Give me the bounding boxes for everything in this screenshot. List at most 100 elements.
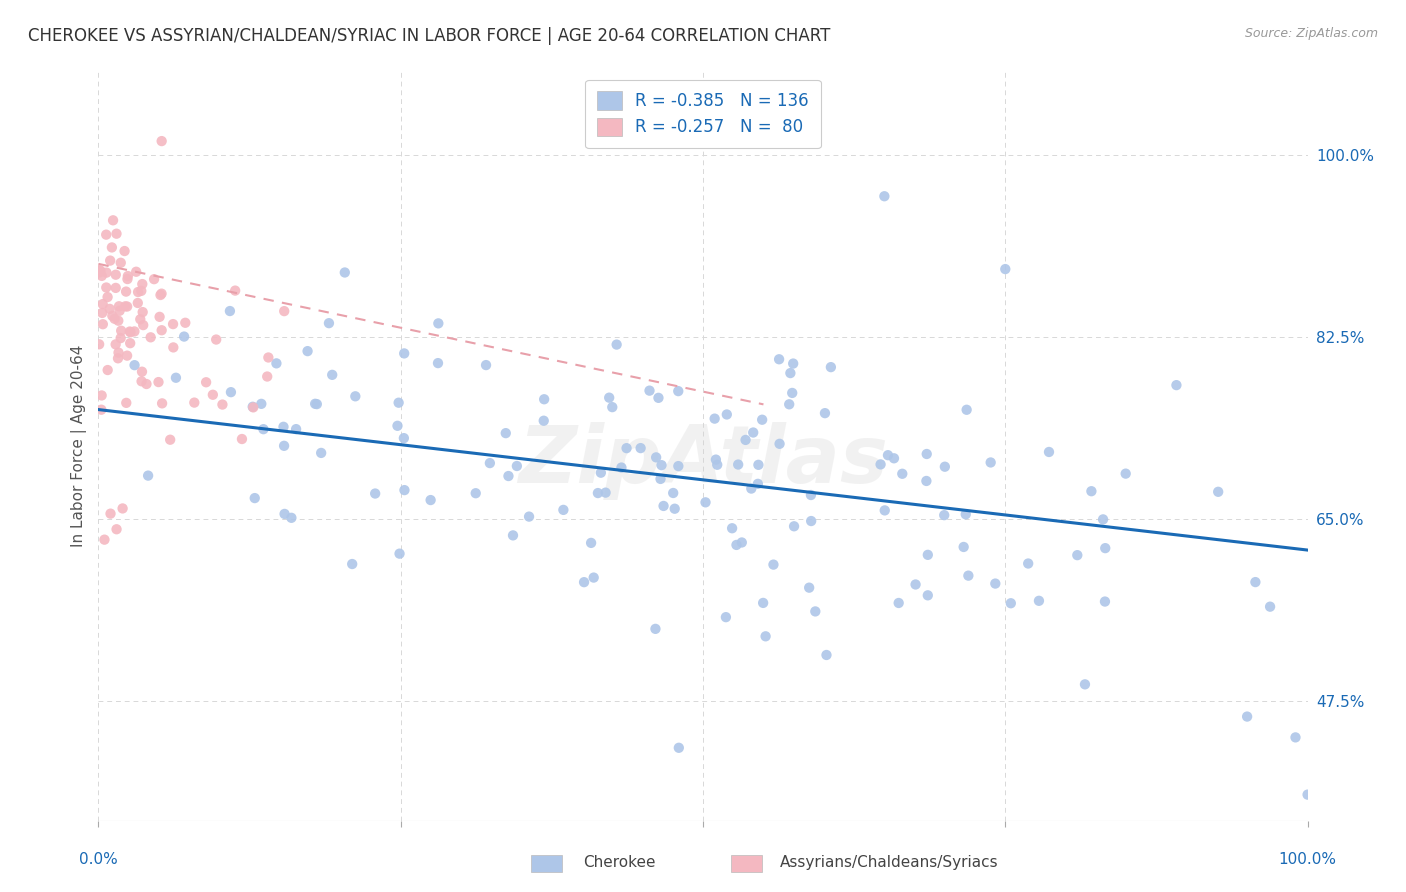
Point (150, 323, 173, 337)
Point (716, 408, 738, 422)
Point (616, 441, 638, 455)
Point (887, 596, 910, 610)
Point (111, 501, 134, 516)
Point (250, 397, 273, 411)
Point (107, 314, 129, 328)
Point (475, 358, 498, 372)
Point (105, 227, 128, 241)
Point (725, 538, 748, 552)
Point (495, 426, 517, 441)
Point (1000, 596, 1022, 610)
Point (139, 330, 162, 344)
Point (1236, 709, 1258, 723)
Text: CHEROKEE VS ASSYRIAN/CHALDEAN/SYRIAC IN LABOR FORCE | AGE 20-64 CORRELATION CHAR: CHEROKEE VS ASSYRIAN/CHALDEAN/SYRIAC IN … (28, 27, 831, 45)
Point (117, 272, 139, 286)
Point (104, 268, 127, 282)
Point (162, 317, 184, 331)
Point (340, 557, 363, 571)
Point (1038, 445, 1060, 459)
Point (533, 414, 555, 428)
Point (304, 397, 326, 411)
Point (131, 277, 153, 291)
Point (162, 340, 184, 354)
Point (783, 519, 806, 533)
Point (952, 540, 974, 554)
Point (183, 395, 205, 409)
Point (101, 240, 124, 254)
Point (1094, 594, 1116, 608)
Point (957, 568, 980, 582)
Point (242, 400, 264, 414)
Point (231, 432, 253, 446)
Point (704, 452, 727, 467)
Point (392, 431, 415, 445)
Point (117, 268, 139, 283)
Point (392, 346, 415, 360)
Point (630, 441, 652, 455)
Point (904, 577, 927, 591)
Point (668, 740, 690, 755)
Point (647, 391, 669, 405)
Point (149, 288, 172, 302)
Point (364, 486, 387, 500)
Point (762, 558, 785, 572)
Point (318, 316, 340, 330)
Point (869, 458, 891, 472)
Point (219, 385, 242, 400)
Text: Cherokee: Cherokee (583, 855, 657, 870)
Point (934, 508, 956, 523)
Point (742, 425, 765, 440)
Point (703, 411, 725, 425)
Point (1284, 731, 1306, 745)
Point (91, 297, 114, 311)
Point (610, 460, 633, 475)
Point (572, 575, 595, 590)
Point (589, 466, 612, 480)
Point (502, 528, 524, 542)
Point (419, 493, 441, 508)
Point (1017, 557, 1039, 571)
Point (127, 285, 149, 299)
Point (205, 333, 228, 347)
Point (1166, 378, 1188, 392)
Point (98, 253, 121, 268)
Point (89, 265, 111, 279)
Point (1296, 788, 1319, 802)
Point (478, 456, 501, 470)
Point (586, 486, 609, 500)
Point (815, 648, 838, 662)
Point (131, 305, 153, 319)
Point (97, 363, 120, 377)
Point (595, 485, 617, 500)
Point (280, 511, 302, 525)
Point (256, 369, 278, 384)
Point (706, 458, 728, 472)
Text: 0.0%: 0.0% (79, 852, 118, 867)
Point (747, 458, 769, 472)
Point (1258, 599, 1281, 614)
Point (96, 280, 118, 294)
Point (285, 422, 308, 436)
Point (980, 455, 1002, 469)
Point (782, 357, 804, 371)
Point (114, 244, 136, 258)
Point (740, 482, 762, 496)
Point (498, 469, 520, 483)
Point (266, 356, 288, 370)
Point (127, 296, 149, 310)
Point (97, 290, 120, 304)
Point (600, 400, 623, 414)
Point (104, 311, 127, 326)
Point (90, 402, 112, 417)
Point (297, 344, 319, 359)
Point (883, 451, 905, 466)
Point (91, 317, 114, 331)
Point (115, 300, 138, 314)
Point (955, 508, 977, 522)
Point (598, 391, 620, 405)
Point (731, 535, 754, 549)
Point (1094, 541, 1116, 556)
Point (100, 507, 122, 521)
Point (517, 509, 540, 524)
Point (242, 401, 264, 415)
